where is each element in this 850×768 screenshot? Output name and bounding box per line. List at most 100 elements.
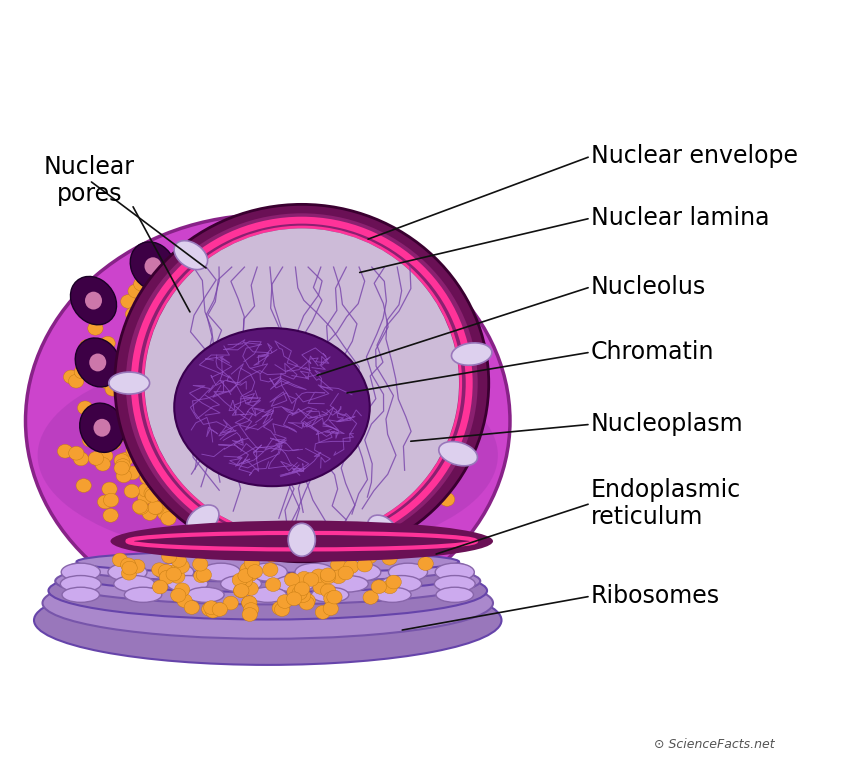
- Ellipse shape: [233, 584, 248, 598]
- Ellipse shape: [79, 339, 94, 353]
- Ellipse shape: [187, 588, 224, 602]
- Ellipse shape: [144, 228, 459, 538]
- Ellipse shape: [331, 558, 346, 571]
- Ellipse shape: [277, 594, 292, 608]
- Ellipse shape: [75, 338, 121, 387]
- Ellipse shape: [174, 328, 370, 486]
- Ellipse shape: [122, 561, 137, 575]
- Text: Nuclear envelope: Nuclear envelope: [591, 144, 798, 168]
- Ellipse shape: [320, 570, 336, 584]
- Ellipse shape: [73, 452, 88, 466]
- Ellipse shape: [177, 594, 192, 607]
- Ellipse shape: [129, 415, 144, 429]
- Ellipse shape: [116, 458, 131, 472]
- Ellipse shape: [451, 343, 492, 366]
- Ellipse shape: [388, 563, 428, 581]
- Ellipse shape: [167, 472, 182, 486]
- Ellipse shape: [88, 322, 103, 335]
- Ellipse shape: [138, 491, 153, 505]
- Ellipse shape: [34, 575, 501, 665]
- Ellipse shape: [148, 501, 163, 515]
- Ellipse shape: [62, 588, 99, 602]
- Ellipse shape: [196, 568, 212, 582]
- Ellipse shape: [139, 471, 155, 485]
- Ellipse shape: [142, 466, 157, 480]
- Ellipse shape: [439, 492, 455, 506]
- Ellipse shape: [244, 557, 259, 570]
- Ellipse shape: [133, 501, 149, 515]
- Ellipse shape: [77, 401, 93, 415]
- Ellipse shape: [116, 469, 132, 482]
- Ellipse shape: [159, 571, 174, 584]
- Ellipse shape: [311, 588, 348, 602]
- Ellipse shape: [122, 566, 137, 580]
- Ellipse shape: [221, 575, 262, 592]
- Ellipse shape: [196, 349, 242, 397]
- Ellipse shape: [144, 486, 159, 500]
- Ellipse shape: [194, 273, 240, 321]
- Ellipse shape: [184, 499, 199, 513]
- Ellipse shape: [143, 448, 158, 462]
- Ellipse shape: [71, 276, 116, 325]
- Ellipse shape: [130, 242, 176, 290]
- Ellipse shape: [122, 350, 137, 364]
- Ellipse shape: [156, 463, 171, 477]
- Ellipse shape: [130, 559, 145, 573]
- Ellipse shape: [111, 417, 127, 431]
- Ellipse shape: [124, 341, 139, 355]
- Ellipse shape: [125, 429, 140, 443]
- Ellipse shape: [201, 500, 216, 514]
- Ellipse shape: [376, 521, 391, 535]
- Text: Chromatin: Chromatin: [591, 340, 714, 364]
- Ellipse shape: [287, 585, 303, 598]
- Ellipse shape: [418, 557, 434, 571]
- Ellipse shape: [180, 490, 196, 504]
- Ellipse shape: [191, 500, 207, 514]
- Ellipse shape: [288, 523, 315, 556]
- Ellipse shape: [241, 290, 286, 339]
- Ellipse shape: [436, 588, 473, 602]
- Ellipse shape: [300, 594, 315, 607]
- Ellipse shape: [94, 426, 110, 440]
- Ellipse shape: [139, 483, 154, 497]
- Ellipse shape: [174, 583, 190, 597]
- Ellipse shape: [201, 602, 217, 616]
- Ellipse shape: [299, 596, 314, 610]
- Ellipse shape: [381, 575, 422, 592]
- Ellipse shape: [240, 521, 255, 535]
- Ellipse shape: [265, 578, 280, 591]
- Ellipse shape: [184, 601, 200, 614]
- Ellipse shape: [155, 563, 194, 581]
- Ellipse shape: [126, 214, 478, 553]
- Ellipse shape: [61, 563, 100, 581]
- Ellipse shape: [208, 288, 225, 306]
- Ellipse shape: [115, 204, 489, 561]
- Ellipse shape: [124, 399, 139, 413]
- Ellipse shape: [151, 392, 168, 409]
- Ellipse shape: [149, 501, 164, 515]
- Ellipse shape: [145, 488, 161, 502]
- Ellipse shape: [171, 554, 186, 568]
- Ellipse shape: [297, 571, 312, 585]
- Ellipse shape: [126, 322, 141, 336]
- Ellipse shape: [382, 551, 397, 565]
- Ellipse shape: [128, 284, 144, 298]
- Ellipse shape: [120, 353, 135, 366]
- Ellipse shape: [296, 589, 311, 602]
- Ellipse shape: [114, 454, 129, 468]
- Ellipse shape: [264, 548, 280, 562]
- Ellipse shape: [343, 560, 359, 574]
- Ellipse shape: [64, 370, 79, 384]
- Ellipse shape: [158, 564, 173, 578]
- Ellipse shape: [37, 353, 498, 558]
- Text: Ribosomes: Ribosomes: [591, 584, 720, 608]
- Ellipse shape: [166, 568, 181, 581]
- Ellipse shape: [141, 226, 462, 541]
- Ellipse shape: [26, 215, 510, 627]
- Ellipse shape: [323, 602, 338, 615]
- Ellipse shape: [212, 603, 228, 616]
- Ellipse shape: [170, 569, 185, 583]
- Ellipse shape: [386, 575, 401, 589]
- Ellipse shape: [275, 603, 290, 617]
- Ellipse shape: [249, 588, 286, 602]
